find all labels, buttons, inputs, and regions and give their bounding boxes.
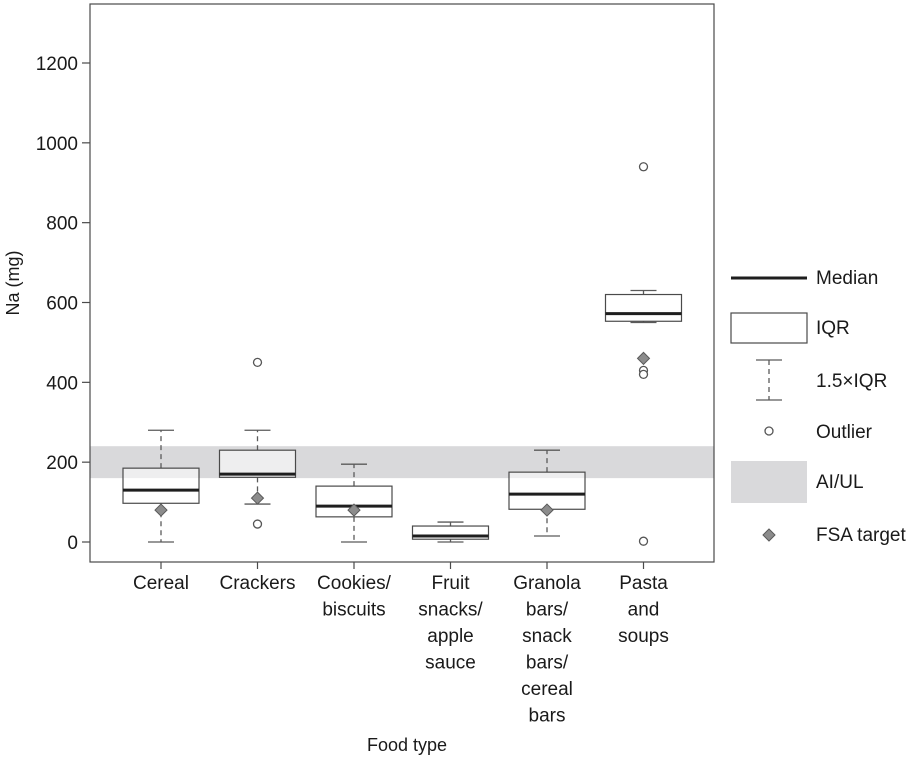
box-group <box>122 429 200 543</box>
legend-fsa-label: FSA target <box>816 525 906 546</box>
y-axis: 0 200 400 600 800 1000 1200 <box>36 54 90 554</box>
box-group <box>604 162 683 546</box>
x-category-label: bars/ <box>526 653 569 674</box>
fsa-target-marker <box>250 491 265 505</box>
legend-band-label: AI/UL <box>816 472 864 493</box>
x-category-label: apple <box>427 626 474 647</box>
fsa-target-marker <box>540 503 554 517</box>
y-tick-label: 200 <box>46 453 78 474</box>
x-category-label: Cookies/ <box>317 573 392 594</box>
legend-whisker-label: 1.5×IQR <box>816 371 887 392</box>
fsa-target-marker <box>347 503 361 517</box>
outlier-point <box>638 369 649 380</box>
y-tick-label: 1000 <box>36 134 78 155</box>
box-group <box>315 463 393 543</box>
legend-band-symbol <box>731 461 807 503</box>
y-tick-label: 600 <box>46 294 78 315</box>
legend-outlier-symbol <box>764 426 774 436</box>
x-category-label: biscuits <box>322 600 385 621</box>
legend-iqr-label: IQR <box>816 318 850 339</box>
plot-frame <box>89 3 715 563</box>
fsa-target-marker <box>636 351 651 366</box>
fsa-target-marker <box>154 503 168 517</box>
outlier-point <box>638 536 649 546</box>
x-category-label: and <box>628 600 660 621</box>
iqr-box <box>122 467 200 504</box>
x-category-label: Cereal <box>133 573 189 594</box>
x-category-label: bars <box>529 706 566 727</box>
boxes-layer <box>122 162 683 546</box>
legend-iqr-symbol <box>730 312 808 344</box>
x-category-label: sauce <box>425 653 476 674</box>
outlier-point <box>638 162 649 172</box>
box-group <box>508 449 586 537</box>
x-axis-title: Food type <box>367 735 447 755</box>
y-tick-label: 1200 <box>36 54 78 75</box>
iqr-box <box>508 471 586 510</box>
x-category-label: cereal <box>521 679 573 700</box>
x-category-label: Pasta <box>619 573 668 594</box>
y-tick-label: 800 <box>46 214 78 235</box>
x-category-label: Crackers <box>219 573 295 594</box>
outlier-point <box>252 519 263 529</box>
x-category-label: snacks/ <box>418 600 483 621</box>
legend-fsa-symbol <box>762 528 776 542</box>
x-category-label: soups <box>618 626 669 647</box>
box-group <box>411 521 490 543</box>
y-tick-label: 400 <box>46 373 78 394</box>
y-axis-title: Na (mg) <box>3 250 23 315</box>
x-category-label: Fruit <box>432 573 471 594</box>
legend-median-label: Median <box>816 268 878 289</box>
legend-outlier-label: Outlier <box>816 422 873 443</box>
iqr-box <box>604 293 683 322</box>
y-tick-label: 0 <box>67 533 78 554</box>
x-category-label: Granola <box>513 573 581 594</box>
box-group <box>218 357 297 529</box>
x-axis-category-labels: Cereal Crackers Cookies/biscuits Fruit snack… <box>133 562 669 727</box>
legend: Median IQR 1.5×IQR Outlier AI/UL FSA target <box>730 268 906 546</box>
outlier-point <box>252 357 263 368</box>
x-category-label: bars/ <box>526 600 569 621</box>
x-category-label: snack <box>522 626 572 647</box>
